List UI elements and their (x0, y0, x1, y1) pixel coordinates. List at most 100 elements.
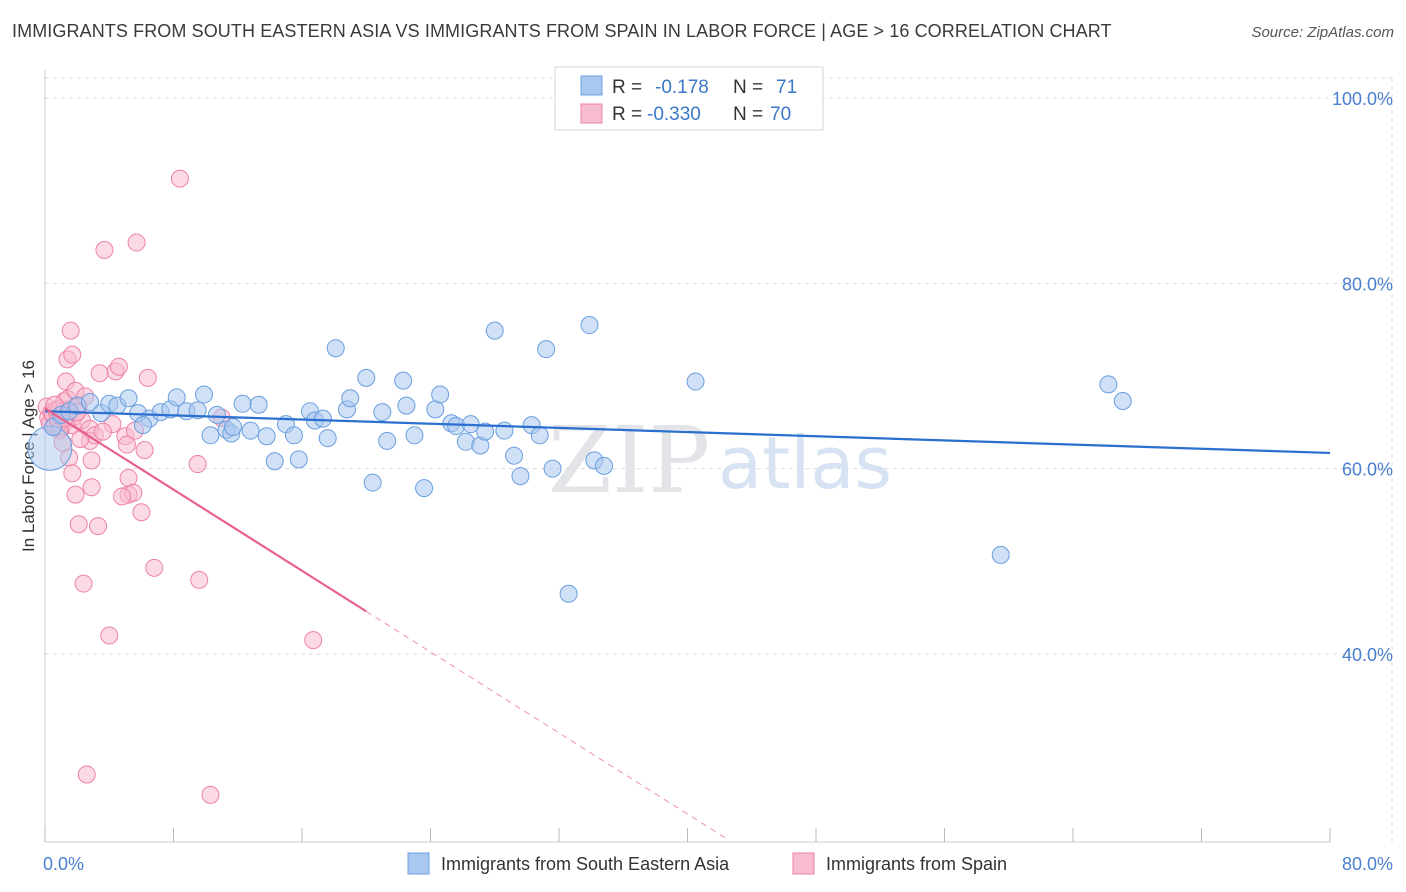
sea-point (201, 426, 220, 445)
spain-point (127, 233, 146, 252)
sea-point (485, 321, 504, 340)
spain-point (74, 574, 93, 593)
sea-point (265, 452, 284, 471)
sea-point (363, 473, 382, 492)
legend-n-label-sea: N = (733, 77, 763, 98)
chart-title: IMMIGRANTS FROM SOUTH EASTERN ASIA VS IM… (12, 21, 1112, 41)
bottom-legend-label-spain: Immigrants from Spain (826, 854, 1007, 874)
bottom-legend-swatch-spain (792, 852, 815, 875)
spain-point (201, 785, 220, 804)
trend-lines (44, 407, 1331, 840)
trend-line-sea (44, 410, 1331, 455)
sea-point (1099, 375, 1118, 394)
sea-point (991, 545, 1010, 564)
sea-point (167, 388, 186, 407)
sea-point (257, 427, 276, 446)
legend-swatch-sea (580, 75, 603, 96)
spain-point (170, 169, 189, 188)
sea-point (415, 479, 434, 498)
legend-r-value-spain: -0.330 (647, 104, 701, 125)
spain-point (82, 478, 101, 497)
spain-point (100, 626, 119, 645)
sea-point (318, 429, 337, 448)
sea-point (580, 316, 599, 335)
spain-point (66, 485, 85, 504)
sea-point (119, 389, 138, 408)
sea-point (397, 396, 416, 415)
sea-point (80, 392, 99, 411)
sea-point (405, 426, 424, 445)
spain-point (69, 515, 88, 534)
bottom-legend-swatch-sea (407, 852, 430, 875)
sea-point (133, 416, 152, 435)
spain-point (63, 345, 82, 364)
spain-point (113, 487, 132, 506)
sea-point (537, 340, 556, 359)
legend-swatch-spain (580, 103, 603, 124)
sea-point (543, 459, 562, 478)
sea-point (284, 426, 303, 445)
sea-point (505, 446, 524, 465)
legend-n-value-sea: 71 (776, 77, 797, 98)
spain-point (117, 435, 136, 454)
spain-point (132, 503, 151, 522)
y-tick-label: 40.0% (1342, 645, 1393, 665)
sea-point (476, 422, 495, 441)
spain-point (90, 364, 109, 383)
sea-point (394, 371, 413, 390)
y-axis-title: In Labor Force | Age > 16 (19, 360, 38, 552)
trend-line-spain-extension (365, 610, 728, 840)
spain-point (63, 464, 82, 483)
sea-point (530, 426, 549, 445)
sea-point (289, 450, 308, 469)
spain-point (138, 368, 157, 387)
legend-r-label-sea: R = (612, 77, 642, 98)
sea-point (188, 401, 207, 420)
sea-point (431, 385, 450, 404)
sea-point (233, 394, 252, 413)
trend-line-spain (44, 407, 367, 613)
spain-point (95, 240, 114, 259)
watermark-zip: ZIP (548, 407, 710, 514)
sea-point (249, 395, 268, 414)
sea-point (341, 389, 360, 408)
spain-point (77, 765, 96, 784)
sea-point (357, 368, 376, 387)
sea-point (559, 584, 578, 603)
legend-box: R = -0.178 N = 71 R = -0.330 N = 70 (554, 66, 824, 131)
x-tick-label-max: 80.0% (1342, 854, 1393, 874)
y-tick-label: 100.0% (1332, 89, 1393, 109)
sea-point (1113, 392, 1132, 411)
spain-point (93, 422, 112, 441)
bottom-legend: Immigrants from South Eastern Asia Immig… (407, 852, 1007, 875)
sea-point (495, 421, 514, 440)
sea-point (686, 372, 705, 391)
sea-point (594, 456, 613, 475)
legend-r-label-spain: R = (612, 104, 642, 125)
spain-point (188, 455, 207, 474)
sea-point (378, 431, 397, 450)
sea-point (326, 339, 345, 358)
spain-point (190, 570, 209, 589)
legend-n-value-spain: 70 (770, 104, 791, 125)
sea-point (241, 421, 260, 440)
spain-point (61, 321, 80, 340)
sea-point (373, 403, 392, 422)
y-tick-label: 60.0% (1342, 460, 1393, 480)
legend-r-value-sea: -0.178 (655, 77, 709, 98)
sea-point (223, 417, 242, 436)
sea-point (511, 467, 530, 486)
y-tick-label: 80.0% (1342, 274, 1393, 294)
sea-point (313, 409, 332, 428)
legend-n-label-spain: N = (733, 104, 763, 125)
spain-point (109, 357, 128, 376)
series-spain-points (37, 169, 323, 804)
sea-point (195, 385, 214, 404)
source-credit: Source: ZipAtlas.com (1251, 24, 1394, 41)
y-tick-labels: 40.0% 60.0% 80.0% 100.0% (1332, 89, 1393, 665)
spain-point (82, 451, 101, 470)
spain-point (89, 517, 108, 536)
spain-point (135, 441, 154, 460)
